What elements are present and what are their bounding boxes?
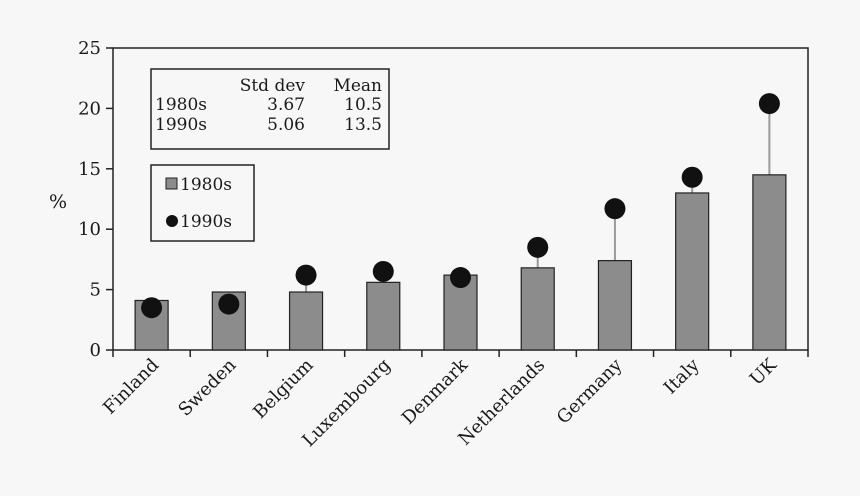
legend-label-1980s: 1980s [180,175,232,195]
dot-1990s [372,260,394,282]
x-tick-label: Finland [99,355,163,419]
y-tick-label: 10 [78,219,101,240]
x-tick-label: Belgium [249,355,317,423]
stats-row-1980s-label: 1980s [155,95,207,115]
x-tick-label: Sweden [174,354,240,420]
x-tick-label: UK [746,354,781,389]
stats-row-1980s-mean: 10.5 [344,95,382,115]
dot-1990s [141,297,163,319]
x-tick-label: Denmark [398,354,473,429]
dot-1990s [681,166,703,188]
stats-header-stddev: Std dev [240,76,306,96]
bar-1980s [520,267,555,351]
legend: 1980s 1990s [150,164,255,242]
stats-header-mean: Mean [333,76,382,96]
y-tick-label: 20 [78,98,101,119]
stats-table: Std dev Mean 1980s 3.67 10.5 1990s 5.06 … [150,68,390,150]
dot-1990s [604,198,626,220]
legend-box [150,164,255,242]
dot-1990s [295,264,317,286]
stats-row-1990s-label: 1990s [155,115,207,135]
y-tick-label: 25 [78,38,101,59]
bar-1980s [288,291,324,351]
chart-marks [134,93,787,351]
legend-swatch-1980s [165,177,178,190]
legend-dot-1990s [166,215,178,227]
x-tick-label: Germany [553,354,627,428]
stats-row-1990s-mean: 13.5 [344,115,382,135]
stats-row-1990s-stddev: 5.06 [267,115,305,135]
bar-1980s [366,281,401,351]
dot-1990s [218,293,240,315]
y-tick-label: 0 [90,340,101,361]
stats-row-1980s-stddev: 3.67 [267,95,305,115]
legend-label-1990s: 1990s [180,212,232,232]
x-tick-label: Italy [660,354,704,398]
bar-1980s [597,260,633,351]
y-tick-label: 15 [78,159,101,180]
bar-1980s [675,192,710,351]
y-tick-label: 5 [90,280,101,301]
dot-1990s [450,267,471,289]
y-axis-label: % [49,191,67,213]
stats-table-box [150,68,390,150]
dot-1990s [527,236,549,258]
dot-1990s [758,93,780,115]
bar-1980s [752,174,787,351]
